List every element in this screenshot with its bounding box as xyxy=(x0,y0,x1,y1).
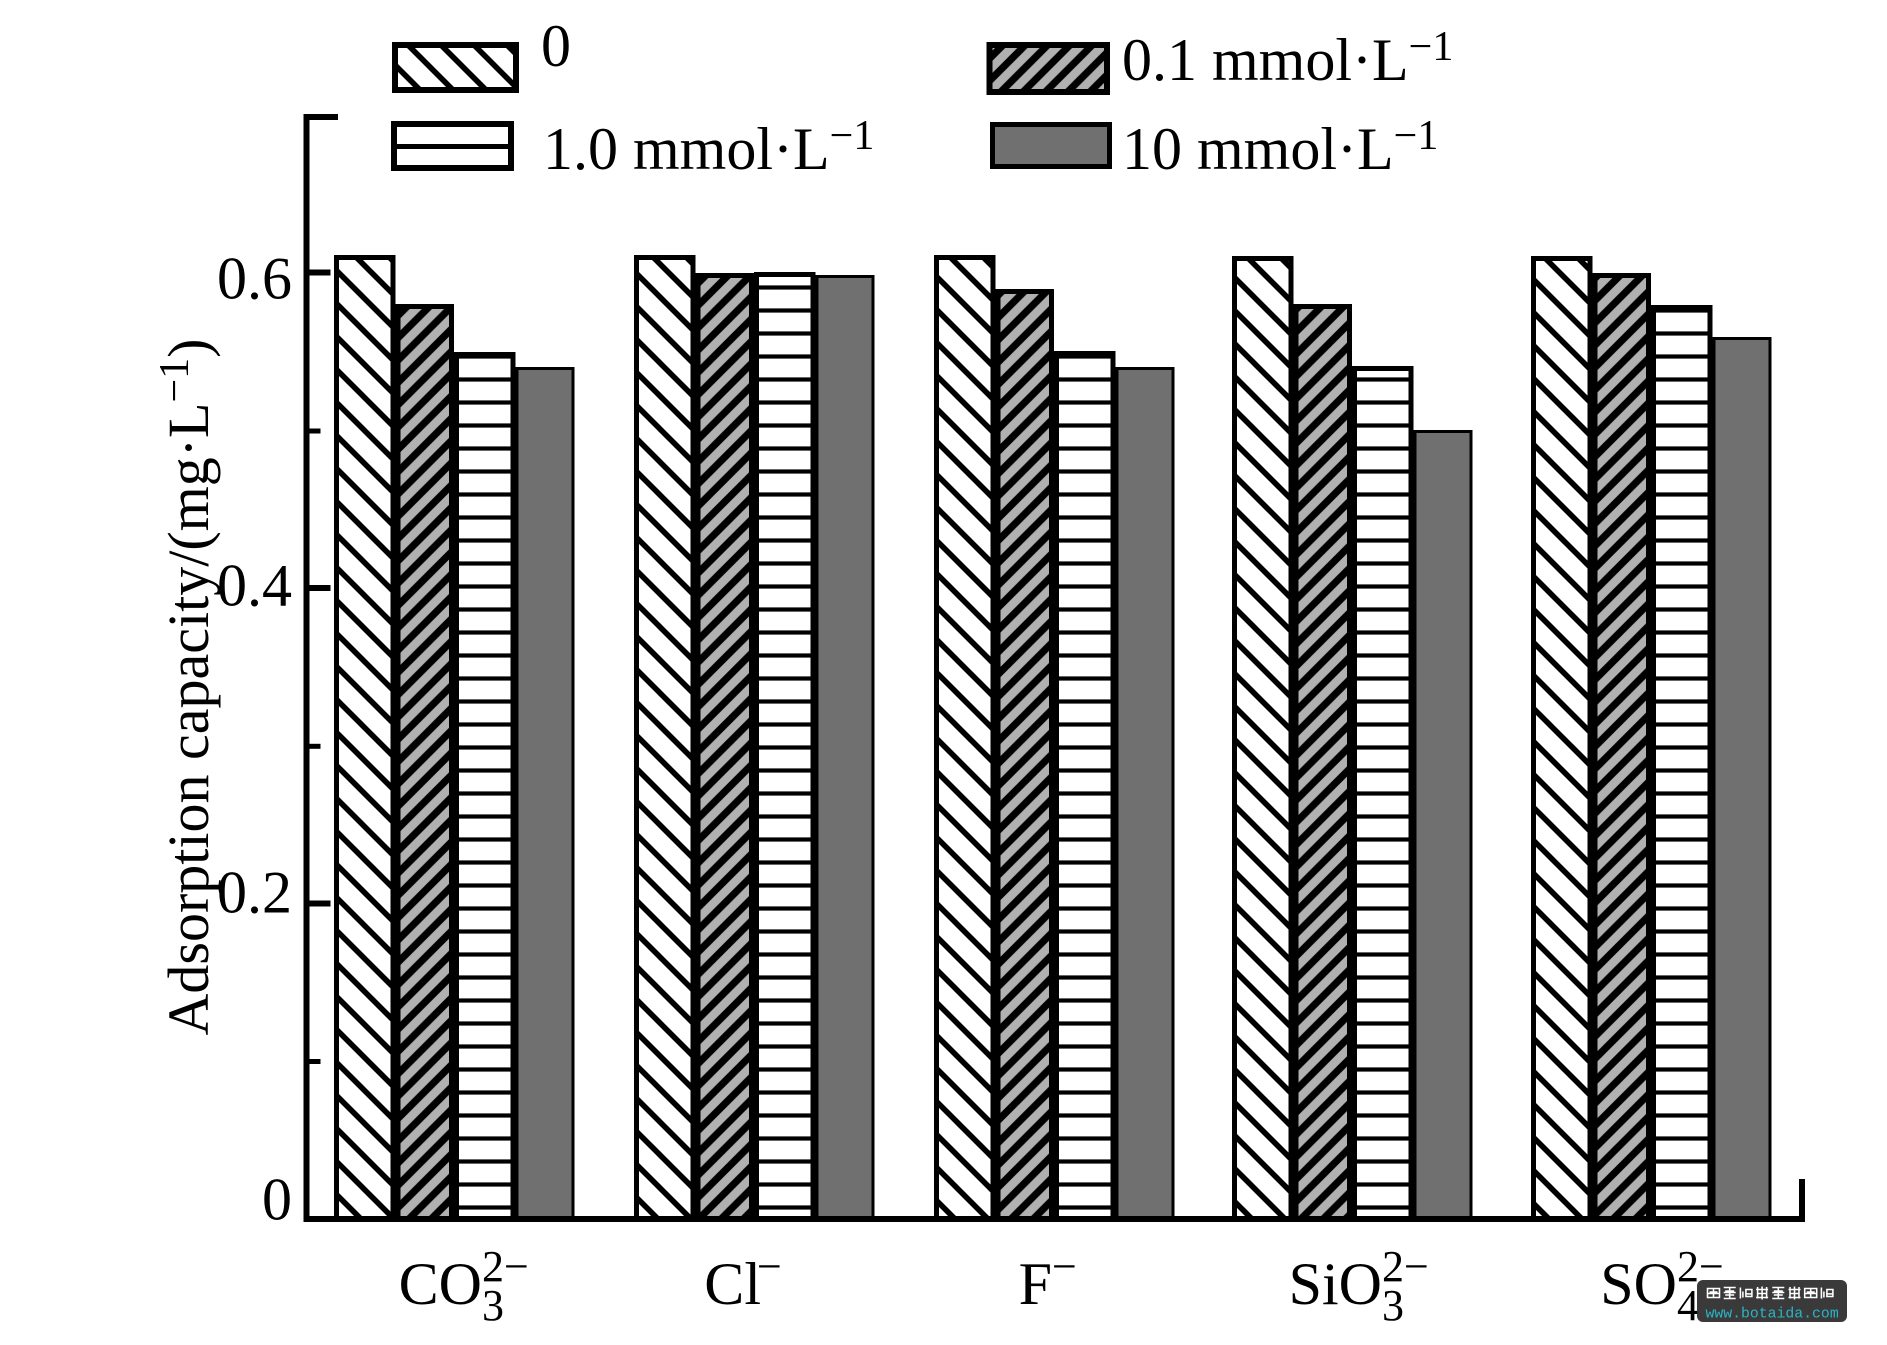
svg-text:−: − xyxy=(1052,1242,1077,1291)
svg-text:CO: CO xyxy=(399,1251,482,1317)
svg-text:www.botaida.com: www.botaida.com xyxy=(1706,1307,1839,1323)
svg-text:0.6: 0.6 xyxy=(217,245,292,311)
svg-text:Cl: Cl xyxy=(704,1251,761,1317)
svg-text:0: 0 xyxy=(541,13,571,79)
svg-text:SiO: SiO xyxy=(1289,1251,1382,1317)
svg-text:0.1 mmol·L−1: 0.1 mmol·L−1 xyxy=(1122,24,1453,93)
svg-text:F: F xyxy=(1019,1251,1052,1317)
svg-text:2−: 2− xyxy=(482,1242,529,1291)
svg-text:3: 3 xyxy=(482,1281,504,1330)
svg-text:SO: SO xyxy=(1600,1251,1677,1317)
svg-text:Adsorption capacity/(mg·L−1): Adsorption capacity/(mg·L−1) xyxy=(152,338,221,1035)
svg-text:−: − xyxy=(757,1242,782,1291)
svg-text:0.4: 0.4 xyxy=(217,552,292,618)
svg-text:0.2: 0.2 xyxy=(217,859,292,925)
svg-text:10 mmol·L−1: 10 mmol·L−1 xyxy=(1122,113,1438,182)
svg-text:1.0 mmol·L−1: 1.0 mmol·L−1 xyxy=(543,113,874,182)
svg-text:2−: 2− xyxy=(1382,1242,1429,1291)
svg-text:3: 3 xyxy=(1382,1281,1404,1330)
svg-text:0: 0 xyxy=(262,1166,292,1232)
svg-text:4: 4 xyxy=(1677,1281,1699,1330)
